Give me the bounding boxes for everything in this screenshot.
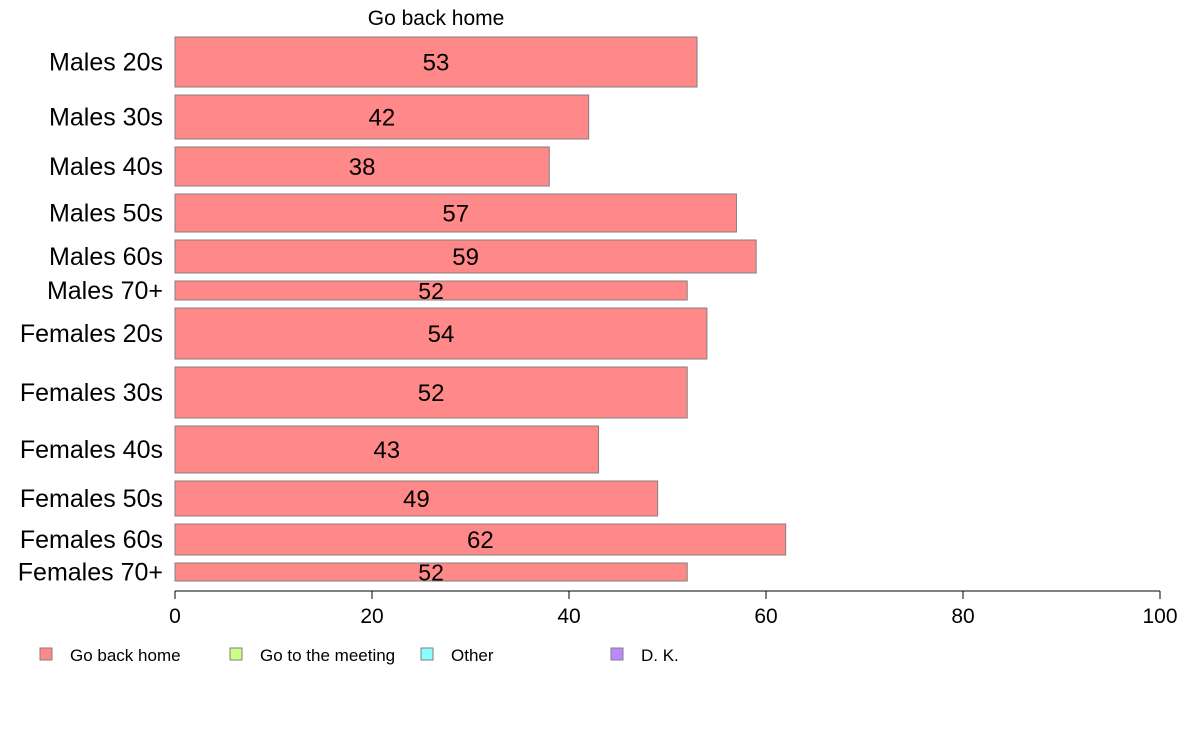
bar-value-label: 38 xyxy=(349,154,376,181)
category-label: Males 70+ xyxy=(47,277,163,305)
x-tick-label: 80 xyxy=(951,605,974,628)
bar-segment xyxy=(174,146,550,187)
bar-segment xyxy=(174,523,787,556)
legend-label: Go to the meeting xyxy=(260,646,395,665)
bar-segment xyxy=(174,366,688,419)
bar-value-label: 42 xyxy=(368,105,395,132)
legend-label: Other xyxy=(451,646,494,665)
x-axis: 0 20 40 60 80 100 xyxy=(169,590,1178,628)
legend-swatch xyxy=(229,647,243,661)
bar-value-label: 62 xyxy=(467,527,494,554)
column-header: Go back home xyxy=(368,7,505,30)
legend: Go back home Go to the meeting Other D. K. xyxy=(39,646,679,665)
category-label: Males 20s xyxy=(49,49,163,77)
x-tick-label: 100 xyxy=(1142,605,1177,628)
column-headers: Go back home xyxy=(368,7,505,30)
legend-swatch xyxy=(420,647,434,661)
bar-segment xyxy=(174,425,600,474)
legend-swatch xyxy=(39,647,53,661)
legend-label: Go back home xyxy=(70,646,181,665)
bar-value-label: 49 xyxy=(403,486,430,513)
bar-segment xyxy=(174,480,659,517)
x-tick-label: 20 xyxy=(360,605,383,628)
bar-segment xyxy=(174,36,698,88)
category-label: Females 50s xyxy=(20,485,163,513)
bar-segment xyxy=(174,307,708,360)
bar-value-label: 57 xyxy=(442,201,469,228)
bar-segment xyxy=(174,94,590,140)
legend-swatch xyxy=(610,647,624,661)
bar-value-label: 52 xyxy=(418,380,445,407)
category-labels: Males 20s Males 30s Males 40s Males 50s Male… xyxy=(18,49,163,587)
bar-segment xyxy=(174,239,757,274)
category-label: Females 70+ xyxy=(18,559,163,587)
category-label: Males 30s xyxy=(49,104,163,132)
category-label: Females 60s xyxy=(20,526,163,554)
x-tick-label: 40 xyxy=(557,605,580,628)
bar-value-label: 43 xyxy=(373,437,400,464)
x-tick-label: 0 xyxy=(169,605,181,628)
bar-segment xyxy=(174,562,688,582)
bar-value-label: 53 xyxy=(423,50,450,77)
category-label: Males 50s xyxy=(49,200,163,228)
category-label: Males 60s xyxy=(49,243,163,271)
bar-segment xyxy=(174,280,688,301)
bar-value-label: 54 xyxy=(428,321,455,348)
x-tick-label: 60 xyxy=(754,605,777,628)
legend-label: D. K. xyxy=(641,646,679,665)
bar-segment xyxy=(174,193,737,233)
category-label: Females 20s xyxy=(20,320,163,348)
bar-value-label: 52 xyxy=(418,560,444,586)
category-label: Males 40s xyxy=(49,153,163,181)
bar-value-label: 59 xyxy=(452,244,479,271)
category-label: Females 40s xyxy=(20,436,163,464)
category-label: Females 30s xyxy=(20,379,163,407)
bar-value-label: 52 xyxy=(418,278,444,304)
